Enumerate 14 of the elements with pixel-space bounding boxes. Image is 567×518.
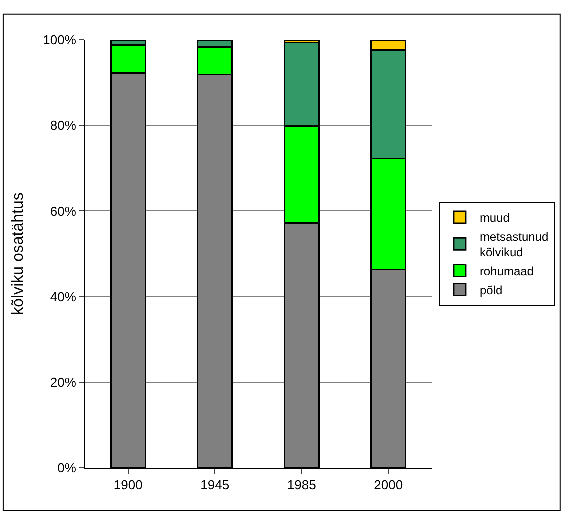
legend-label: muud [480, 211, 510, 226]
y-tick-label: 80% [50, 118, 77, 134]
y-tick-label: 100% [43, 32, 77, 48]
legend-label: põld [480, 283, 503, 298]
x-tick-label: 2000 [374, 478, 404, 493]
x-tick-label: 1945 [200, 478, 230, 493]
y-tick-label: 20% [50, 374, 77, 390]
x-tick-label: 1900 [114, 478, 143, 493]
y-tick-label: 40% [50, 289, 77, 304]
y-tick-label: 0% [58, 460, 77, 476]
legend-label: rohumaad [480, 264, 534, 278]
y-axis-title: kõlviku osatähtus [10, 192, 28, 316]
x-tick-label: 1985 [287, 478, 316, 493]
y-tick-label: 60% [50, 204, 77, 219]
